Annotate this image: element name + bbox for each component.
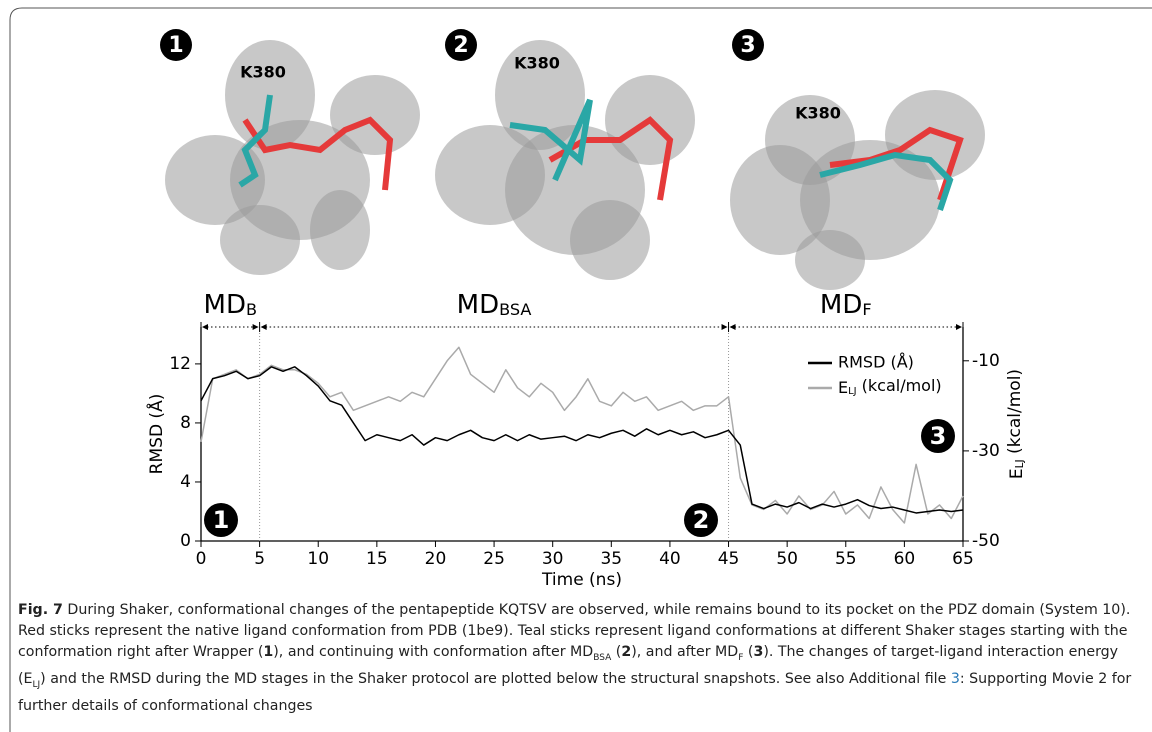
stage-label: MDB: [204, 290, 258, 320]
text-part: E: [838, 378, 848, 397]
x-tick-label: 25: [483, 549, 505, 569]
caption: Fig. 7 During Shaker, conformational cha…: [18, 600, 1133, 717]
caption-sub: LJ: [32, 679, 41, 690]
x-tick-label: 20: [425, 549, 447, 569]
stage-badge-label: 2: [693, 506, 710, 534]
stage-label: MDBSA: [457, 290, 532, 320]
x-tick-label: 65: [952, 549, 974, 569]
panel-badge-label: 2: [453, 33, 468, 58]
frame: [9, 7, 1152, 732]
y-axis-label: RMSD (Å): [145, 394, 167, 475]
y-tick-label: 4: [180, 472, 191, 492]
legend-label: ELJ (kcal/mol): [838, 376, 942, 397]
x-tick-label: 40: [659, 549, 681, 569]
caption-text: ), and continuing with conformation afte…: [273, 644, 594, 660]
x-axis-label: Time (ns): [541, 570, 622, 590]
panel-badge-label: 1: [168, 33, 183, 58]
text-part: E: [1007, 468, 1027, 479]
caption-text: ). The changes of target-ligand interact…: [18, 644, 1119, 687]
x-tick-label: 15: [366, 549, 388, 569]
y2-tick-label: -30: [972, 441, 1000, 461]
y2-axis-label: ELJ (kcal/mol): [1005, 369, 1027, 479]
caption-text: ), and after MD: [631, 644, 739, 660]
text-part: MD: [457, 290, 499, 320]
y-tick-label: 8: [180, 413, 191, 433]
text-part: MD: [204, 290, 246, 320]
residue-label: K380: [240, 63, 286, 82]
panel-badge: [445, 29, 477, 61]
x-tick-label: 35: [600, 549, 622, 569]
text-part: (kcal/mol): [1005, 369, 1025, 459]
caption-text: ) and the RMSD during the MD stages in t…: [40, 670, 951, 687]
stage-badge: [204, 503, 238, 537]
caption-text: 1: [263, 644, 274, 660]
snapshot-3: [730, 90, 985, 290]
axis-spine: [200, 327, 964, 542]
caption-sub: BSA: [593, 652, 612, 663]
x-tick-label: 45: [718, 549, 740, 569]
panel-badge-label: 3: [740, 33, 755, 58]
caption-text: 3: [753, 644, 764, 660]
stage-badge-label: 3: [930, 422, 947, 450]
residue-label: K380: [795, 104, 841, 123]
residue-label: K380: [514, 54, 560, 73]
stage-badge: [684, 503, 718, 537]
x-tick-label: 50: [776, 549, 798, 569]
x-tick-label: 0: [196, 549, 207, 569]
caption-text: (: [743, 644, 754, 660]
x-tick-label: 30: [542, 549, 564, 569]
y2-tick-label: -10: [972, 351, 1000, 371]
x-tick-label: 5: [254, 549, 265, 569]
snapshot-2: [435, 40, 695, 280]
subscript: BSA: [499, 299, 531, 318]
x-tick-label: 55: [835, 549, 857, 569]
series-line: [200, 366, 964, 514]
y-tick-label: 12: [169, 354, 191, 374]
stage-badge: [921, 419, 955, 453]
subscript: F: [862, 299, 871, 318]
panel-badge: [160, 29, 192, 61]
caption-link[interactable]: 3: [950, 670, 960, 687]
subscript: LJ: [1014, 459, 1026, 468]
y-tick-label: 0: [180, 531, 191, 551]
stage-badge-label: 1: [213, 506, 230, 534]
snapshot-1: [165, 40, 420, 275]
caption-text: During Shaker, conformational changes of…: [18, 602, 1131, 660]
text-part: (kcal/mol): [857, 376, 942, 395]
caption-label: Fig. 7: [18, 602, 63, 618]
panel-badge: [732, 29, 764, 61]
caption-text: : Supporting Movie 2 for further details…: [18, 670, 1132, 714]
legend-label: RMSD (Å): [838, 353, 914, 372]
subscript: B: [246, 299, 257, 318]
y2-tick-label: -50: [972, 531, 1000, 551]
caption-sub: F: [738, 652, 744, 663]
caption-text: (: [611, 644, 622, 660]
text-part: MD: [820, 290, 862, 320]
x-tick-label: 60: [894, 549, 916, 569]
arrowhead: [202, 324, 259, 330]
x-tick-label: 10: [307, 549, 329, 569]
subscript: LJ: [848, 386, 856, 397]
series-line: [200, 346, 964, 524]
stage-label: MDF: [820, 290, 872, 320]
caption-text: 2: [621, 644, 632, 660]
